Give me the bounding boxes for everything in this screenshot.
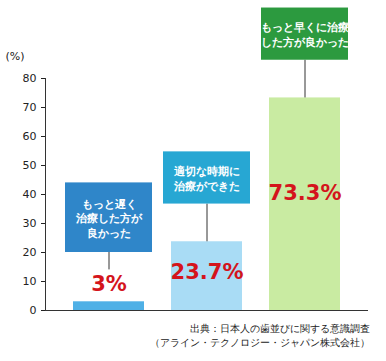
html-text:（アライン・テクノロジー・ジャパン株式会社）: （アライン・テクノロジー・ジャパン株式会社） bbox=[150, 337, 370, 348]
svg-text:0: 0 bbox=[30, 304, 37, 317]
svg-text:適切な時期に治療ができた: 適切な時期に治療ができた bbox=[173, 165, 240, 193]
svg-text:23.7%: 23.7% bbox=[171, 260, 244, 284]
svg-text:10: 10 bbox=[23, 275, 37, 288]
svg-text:30: 30 bbox=[23, 217, 37, 230]
svg-text:(%): (%) bbox=[6, 50, 25, 63]
svg-text:60: 60 bbox=[23, 130, 37, 143]
svg-text:もっと早くに治療した方が良かった: もっと早くに治療した方が良かった bbox=[261, 21, 349, 49]
svg-text:80: 80 bbox=[23, 72, 37, 85]
svg-text:20: 20 bbox=[23, 246, 37, 259]
svg-text:70: 70 bbox=[23, 101, 37, 114]
svg-text:73.3%: 73.3% bbox=[269, 181, 342, 205]
svg-text:50: 50 bbox=[23, 159, 37, 172]
html-text:出典：日本人の歯並びに関する意識調査: 出典：日本人の歯並びに関する意識調査 bbox=[190, 323, 370, 334]
svg-text:40: 40 bbox=[23, 188, 37, 201]
svg-text:3%: 3% bbox=[91, 272, 127, 296]
svg-text:もっと遅く治療した方が良かった: もっと遅く治療した方が良かった bbox=[75, 198, 143, 241]
